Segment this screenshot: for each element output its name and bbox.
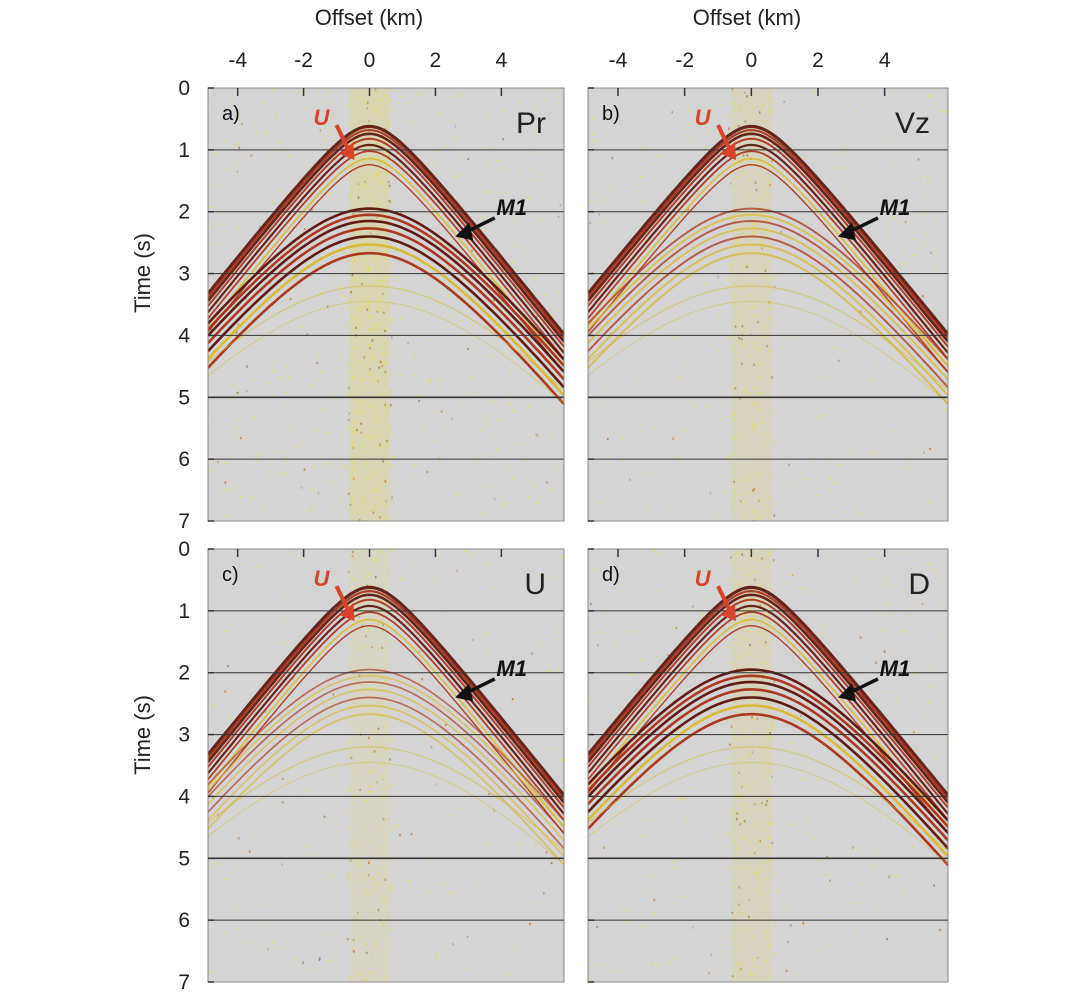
m1-event-label: M1: [880, 195, 911, 220]
u-event-label: U: [313, 105, 330, 130]
m1-event-label: M1: [880, 656, 911, 681]
u-event-label: U: [695, 105, 712, 130]
background-noise: [208, 88, 564, 521]
component-label: D: [908, 568, 930, 601]
time-tick-label: 5: [178, 847, 190, 870]
offset-tick-label: -4: [609, 49, 628, 72]
time-tick-label: 1: [178, 139, 190, 162]
time-tick-label: 0: [178, 77, 190, 100]
u-arrow-icon: [716, 585, 736, 622]
event-m1-wavefront: [208, 207, 564, 405]
time-tick-label: 7: [178, 510, 190, 533]
time-tick-label: 6: [178, 909, 190, 932]
panel-c: c) U U M1: [207, 548, 565, 983]
panel-a: a) Pr U M1: [207, 87, 565, 522]
offset-tick-label: 2: [430, 49, 442, 72]
panel-d: d) D U M1: [587, 548, 949, 983]
m1-event-label: M1: [496, 195, 527, 220]
m1-arrow-icon: [838, 216, 879, 241]
time-tick-label: 5: [178, 386, 190, 409]
time-grid-lines: [208, 149, 564, 460]
event-m1-wavefront: [588, 207, 948, 405]
offset-axis-title-left: Offset (km): [315, 5, 423, 30]
time-tick-label: 6: [178, 448, 190, 471]
event-m1-wavefront: [208, 668, 564, 866]
component-label: U: [524, 568, 546, 601]
background-noise: [588, 549, 948, 982]
panel-background: [208, 549, 564, 982]
time-grid-lines: [588, 149, 948, 460]
time-axis-title-bottom: Time (s): [130, 695, 155, 775]
panel-letter: c): [222, 564, 239, 586]
panel-frame: [207, 87, 565, 522]
m1-arrow-icon: [455, 216, 496, 241]
u-arrow-icon: [716, 124, 736, 161]
m1-arrow-icon: [838, 677, 879, 702]
panel-background: [588, 549, 948, 982]
time-tick-label: 1: [178, 600, 190, 623]
u-arrow-icon: [334, 124, 355, 161]
offset-tick-label: -4: [228, 49, 247, 72]
time-tick-label: 4: [178, 785, 190, 808]
event-m1-wavefront: [588, 668, 948, 866]
time-tick-label: 2: [178, 201, 190, 224]
time-grid-lines: [208, 610, 564, 921]
panel-frame: [587, 87, 949, 522]
time-axis-title-top: Time (s): [130, 233, 155, 313]
component-label: Pr: [516, 107, 546, 140]
center-noise-band: [349, 88, 390, 521]
event-u-wavefront: [588, 124, 948, 374]
offset-tick-label: 4: [879, 49, 891, 72]
panel-letter: d): [602, 564, 620, 586]
time-tick-label: 3: [178, 724, 190, 747]
offset-tick-label: 0: [364, 49, 376, 72]
offset-tick-label: 2: [812, 49, 824, 72]
component-label: Vz: [895, 107, 930, 140]
panel-background: [588, 88, 948, 521]
u-event-label: U: [313, 566, 330, 591]
panel-b: b) Vz U M1: [587, 87, 949, 522]
u-arrow-icon: [334, 585, 355, 622]
center-noise-band: [731, 549, 772, 982]
offset-tick-labels: -4 -2 0 2 4 -4 -2 0 2 4: [228, 49, 891, 72]
panel-letter: a): [222, 103, 240, 125]
time-tick-label: 0: [178, 538, 190, 561]
center-noise-band: [349, 549, 390, 982]
offset-tick-label: -2: [675, 49, 694, 72]
offset-axis-title-right: Offset (km): [693, 5, 801, 30]
offset-tick-label: 4: [496, 49, 508, 72]
panel-background: [208, 88, 564, 521]
time-tick-label: 7: [178, 971, 190, 994]
time-tick-labels: 0 1 2 3 4 5 6 7 0 1 2 3 4 5 6 7: [178, 77, 190, 994]
m1-event-label: M1: [496, 656, 527, 681]
offset-tick-label: -2: [294, 49, 313, 72]
time-tick-label: 4: [178, 324, 190, 347]
time-tick-label: 2: [178, 662, 190, 685]
panel-letter: b): [602, 103, 620, 125]
panel-frame: [587, 548, 949, 983]
m1-arrow-icon: [455, 677, 496, 702]
u-event-label: U: [695, 566, 712, 591]
center-noise-band: [731, 88, 772, 521]
time-tick-label: 3: [178, 263, 190, 286]
background-noise: [208, 549, 564, 982]
time-grid-lines: [588, 610, 948, 921]
panel-frame: [207, 548, 565, 983]
offset-tick-label: 0: [745, 49, 757, 72]
